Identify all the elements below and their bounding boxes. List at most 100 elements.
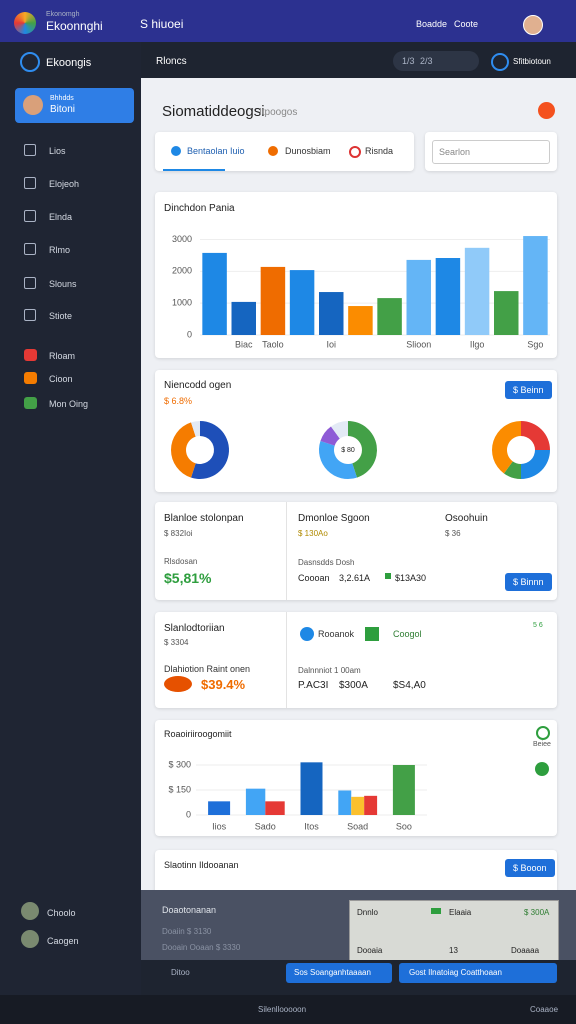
- button[interactable]: $ Booon: [505, 859, 555, 877]
- donuts: $ 80: [171, 421, 550, 479]
- side-icon: [536, 726, 550, 740]
- nav-item[interactable]: Rlmo: [49, 245, 71, 255]
- nav-icon: [24, 277, 36, 289]
- button[interactable]: $ Beinn: [505, 381, 552, 399]
- bar: [435, 258, 461, 335]
- bar: [464, 247, 490, 335]
- bar-chart: 0 1000 2000 3000 Biac Taolo Ioi Slioon Ilgo Sgo: [172, 234, 550, 349]
- bar: [260, 266, 286, 335]
- overlay-title: Doaotonanan: [162, 905, 217, 915]
- overlay-row: Doaiin $ 3130: [162, 927, 212, 936]
- pager[interactable]: [393, 51, 479, 71]
- footer-item[interactable]: Caogen: [47, 936, 79, 946]
- tab-icon: [349, 146, 361, 158]
- divider: [286, 612, 287, 708]
- account-icon: [491, 53, 509, 71]
- side-label: Beiee: [533, 741, 551, 748]
- balance-line: $S4,A0: [393, 680, 426, 691]
- profile-avatar: [23, 95, 43, 115]
- group-bar-chart: 0 $ 150 $ 300 Iios Sado Itos Soad Soo: [168, 759, 427, 831]
- x-tick-label: Slioon: [406, 339, 431, 349]
- nav-icon: [24, 144, 36, 156]
- donut-slice: [492, 421, 521, 474]
- balance-card: Slanlodtoriian $ 3304 Dlahiotion Raint o…: [155, 612, 557, 708]
- bar: [406, 259, 431, 335]
- bar: [523, 236, 548, 335]
- x-tick-label: Ilgo: [470, 339, 485, 349]
- stat-value: $ 832Ioi: [164, 529, 193, 538]
- overlay: Doaotonanan Doaiin $ 3130 Dooain Ooaan $…: [141, 890, 576, 962]
- bar: [289, 270, 315, 335]
- page-title: Siomatiddeogsi: [162, 103, 265, 120]
- nav-item[interactable]: Slouns: [49, 279, 77, 289]
- profile-name: Bitoni: [50, 104, 76, 115]
- nav-item[interactable]: Lios: [49, 146, 66, 156]
- footer-avatar: [21, 930, 39, 948]
- donut-slice: [348, 421, 377, 478]
- stat-title: Blanloe stolonpan: [164, 513, 244, 524]
- button[interactable]: $ Binnn: [505, 573, 552, 591]
- tab[interactable]: Bentaolan Iuio: [187, 146, 245, 156]
- x-tick-label: Ioi: [326, 339, 336, 349]
- stat-label: Dasnsdds Dosh: [298, 558, 355, 567]
- app-item[interactable]: Rloam: [49, 351, 76, 361]
- nav-item[interactable]: Stiote: [49, 311, 73, 321]
- card-title: Slaotinn Ildooanan: [164, 860, 239, 870]
- overlay-table: [349, 900, 559, 962]
- chip-icon: [300, 627, 314, 641]
- top-title: S hiuoei: [140, 17, 184, 31]
- stat-line: $13A30: [395, 573, 427, 583]
- app-item[interactable]: Mon Oing: [49, 399, 89, 409]
- footer-item[interactable]: Choolo: [47, 908, 76, 918]
- bar: [265, 801, 285, 815]
- x-tick-label: Soo: [396, 821, 412, 831]
- cell: Doaaaa: [511, 946, 540, 955]
- pager-item[interactable]: 2/3: [420, 56, 433, 66]
- legend-dot: [385, 573, 391, 579]
- avatar[interactable]: [523, 15, 543, 35]
- tab[interactable]: Risnda: [365, 146, 394, 156]
- card-title: Roaoiriiroogomiit: [164, 729, 232, 739]
- y-tick-label: 0: [186, 809, 191, 819]
- y-tick-label: 0: [187, 329, 192, 339]
- bar: [208, 801, 231, 815]
- stat-label: Rlsdosan: [164, 557, 198, 566]
- bar: [348, 306, 373, 335]
- cell: Dnnlo: [357, 908, 378, 917]
- nav-item[interactable]: Elnda: [49, 212, 73, 222]
- chip[interactable]: Coogol: [393, 629, 422, 639]
- notification[interactable]: [538, 102, 555, 119]
- action-button[interactable]: Gost Ilnatoiag Coatthoaan: [399, 963, 557, 983]
- status-right: Coaaoe: [530, 1005, 559, 1014]
- top-link[interactable]: Coote: [454, 19, 479, 29]
- account-name[interactable]: Sfitbiotoun: [513, 57, 551, 66]
- x-tick-label: Taolo: [262, 339, 284, 349]
- pager-item[interactable]: 1/3: [402, 56, 415, 66]
- balance-title: Slanlodtoriian: [164, 623, 225, 634]
- nav-item[interactable]: Elojeoh: [49, 179, 80, 189]
- subheader-title: Rloncs: [156, 56, 187, 67]
- bar: [231, 301, 256, 335]
- change: $ 6.8%: [164, 396, 193, 406]
- chip[interactable]: Rooanok: [318, 629, 355, 639]
- divider: [286, 502, 287, 600]
- tab[interactable]: Dunosbiam: [285, 146, 331, 156]
- bar: [377, 298, 402, 335]
- bar: [245, 788, 266, 815]
- stat-big: $5,81%: [164, 570, 212, 586]
- top-link[interactable]: Boadde: [416, 19, 448, 29]
- search-input[interactable]: [432, 140, 550, 164]
- brand-small: Ekonomgh: [46, 11, 80, 18]
- app-item[interactable]: Cioon: [49, 374, 73, 384]
- balance-icon: [164, 676, 192, 692]
- footer-avatar: [21, 902, 39, 920]
- donut-slice: [521, 450, 550, 479]
- status-center: Silenllooooon: [258, 1005, 307, 1014]
- y-tick-label: $ 150: [168, 784, 191, 794]
- card-title: Niencodd ogen: [164, 380, 232, 391]
- tab-underline: [163, 169, 225, 171]
- stats-card: Blanloe stolonpan $ 832Ioi Rlsdosan $5,8…: [155, 502, 557, 600]
- action-button[interactable]: Sos Soanganhtaaaan: [286, 963, 392, 983]
- side-icon: [535, 762, 549, 776]
- search-card: Searlon: [425, 132, 557, 171]
